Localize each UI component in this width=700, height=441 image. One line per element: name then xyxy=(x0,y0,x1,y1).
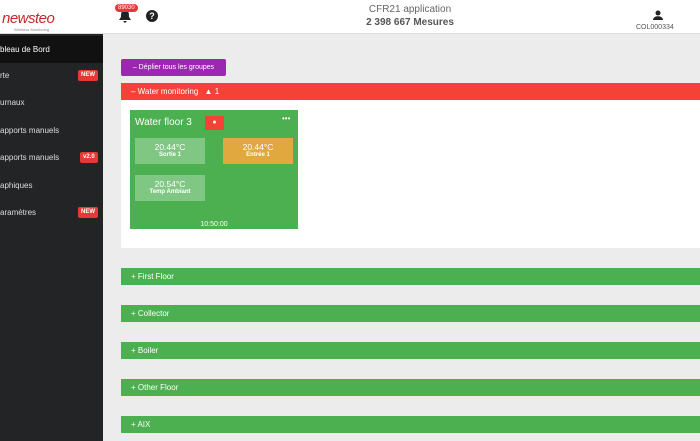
alert-count: 1 xyxy=(214,87,220,96)
help-icon[interactable]: ? xyxy=(146,10,158,22)
menu-label: bleau de Bord xyxy=(0,45,50,54)
measures-count: 2 398 667 Mesures xyxy=(366,17,454,28)
header: newsteo Wireless Monitoring 89030 ? CFR2… xyxy=(0,0,700,34)
group-title: – Water monitoring xyxy=(131,87,199,96)
menu-item[interactable]: apports manuels v2.0 xyxy=(0,144,103,171)
card-menu[interactable]: ••• xyxy=(282,114,291,123)
collapsed-group[interactable]: + First Floor xyxy=(121,268,700,285)
reading-tile: 20.44°C Sortie 1 xyxy=(135,138,205,164)
menu-badge: NEW xyxy=(78,70,98,81)
menu-label: apports manuels xyxy=(0,153,60,162)
menu-item[interactable]: bleau de Bord xyxy=(0,36,103,63)
group-header[interactable]: – Water monitoring ▲ 1 xyxy=(121,83,700,100)
menu-item[interactable]: aphiques xyxy=(0,172,103,199)
tagline: Wireless Monitoring xyxy=(14,27,50,32)
menu-badge: NEW xyxy=(78,207,98,218)
menu-item[interactable]: rte NEW xyxy=(0,62,103,89)
reading-tile: 20.54°C Temp Ambiant xyxy=(135,175,205,201)
menu-label: aramètres xyxy=(0,208,37,217)
sensor-card[interactable]: Water floor 3 ● ••• 20.44°C Sortie 1 20.4… xyxy=(130,110,298,229)
reading-label: Entrée 1 xyxy=(246,152,270,158)
reading-label: Temp Ambiant xyxy=(149,189,191,195)
logo[interactable]: newsteo xyxy=(2,10,55,27)
card-title: Water floor 3 xyxy=(135,117,192,128)
reading-label: Sortie 1 xyxy=(158,152,181,158)
user-icon[interactable] xyxy=(653,10,663,20)
alarm-button[interactable]: ● xyxy=(205,116,224,130)
alert-icon: ▲ xyxy=(204,87,213,96)
menu-label: aphiques xyxy=(0,181,33,190)
reading-tile: 20.44°C Entrée 1 xyxy=(223,138,293,164)
bell-icon[interactable] xyxy=(118,8,132,24)
menu-badge: v2.0 xyxy=(80,152,98,163)
collapsed-group[interactable]: + AIX xyxy=(121,416,700,433)
menu-label: urnaux xyxy=(0,98,25,107)
menu-label: apports manuels xyxy=(0,126,60,135)
sidebar: bleau de Bord rte NEW urnaux apports manuels… xyxy=(0,34,103,441)
app-title: CFR21 application xyxy=(368,4,452,15)
user-name: COL000334 xyxy=(636,24,674,31)
reading-value: 20.44°C xyxy=(154,142,186,152)
card-time: 10:50:00 xyxy=(200,221,228,228)
collapsed-group[interactable]: + Collector xyxy=(121,305,700,322)
reading-value: 20.44°C xyxy=(242,142,274,152)
expand-all-button[interactable]: – Déplier tous les groupes xyxy=(121,59,226,76)
collapsed-group[interactable]: + Boiler xyxy=(121,342,700,359)
notification-badge: 89030 xyxy=(115,4,138,12)
menu-label: rte xyxy=(0,71,10,80)
menu-item[interactable]: urnaux xyxy=(0,89,103,116)
group-panel: Water floor 3 ● ••• 20.44°C Sortie 1 20.4… xyxy=(121,100,700,248)
menu-item[interactable]: aramètres NEW xyxy=(0,199,103,226)
menu-item[interactable]: apports manuels xyxy=(0,117,103,144)
collapsed-group[interactable]: + Other Floor xyxy=(121,379,700,396)
reading-value: 20.54°C xyxy=(154,179,186,189)
